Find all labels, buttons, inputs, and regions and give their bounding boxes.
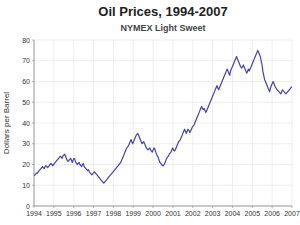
x-tick-label: 2001 xyxy=(165,210,181,217)
x-tick-label: 1998 xyxy=(106,210,122,217)
x-tick xyxy=(172,206,173,208)
y-grid-line xyxy=(34,40,292,41)
x-tick xyxy=(212,206,213,208)
y-grid-line xyxy=(34,143,292,144)
x-axis: 1994 1995 1996 1997 19981999 2000 2001 2002 2003… xyxy=(26,206,300,217)
x-tick-label: 2000 xyxy=(145,210,161,217)
y-tick xyxy=(32,102,34,103)
x-tick-label: 1996 xyxy=(66,210,82,217)
y-tick-label: 40 xyxy=(22,120,30,127)
plot-area xyxy=(34,50,292,183)
y-tick xyxy=(32,81,34,82)
y-grid-line xyxy=(34,206,292,207)
y-grid-line xyxy=(34,81,292,82)
y-tick-label: 50 xyxy=(22,99,30,106)
x-tick-label: 2005 xyxy=(245,210,261,217)
y-tick xyxy=(32,185,34,186)
x-tick xyxy=(252,206,253,208)
grid xyxy=(34,40,292,206)
y-tick xyxy=(32,143,34,144)
y-tick-label: 10 xyxy=(22,182,30,189)
x-tick xyxy=(272,206,273,208)
x-tick xyxy=(113,206,114,208)
title: Oil Prices, 1994-2007 xyxy=(98,4,227,19)
y-grid-line xyxy=(34,185,292,186)
y-tick xyxy=(32,123,34,124)
y-grid-line xyxy=(34,123,292,124)
y-tick xyxy=(32,40,34,41)
x-tick xyxy=(292,206,293,208)
chart: Oil Prices, 1994-2007 NYMEX Light Sweet 19… xyxy=(0,0,300,225)
x-tick xyxy=(133,206,134,208)
x-tick-label: 2003 xyxy=(205,210,221,217)
x-tick-label: 1997 xyxy=(86,210,102,217)
x-tick xyxy=(153,206,154,208)
y-tick-label: 80 xyxy=(22,37,30,44)
x-tick-label: 2007 xyxy=(284,210,300,217)
y-grid-line xyxy=(34,102,292,103)
x-tick-label: 2004 xyxy=(225,210,241,217)
y-tick-label: 20 xyxy=(22,161,30,168)
x-tick-label: 1994 xyxy=(26,210,42,217)
x-tick-label: 1999 xyxy=(125,210,141,217)
x-tick-label: 2006 xyxy=(264,210,280,217)
x-tick-label: 1995 xyxy=(46,210,62,217)
subtitle: NYMEX Light Sweet xyxy=(120,23,205,33)
x-tick-label: 2002 xyxy=(185,210,201,217)
x-tick xyxy=(93,206,94,208)
y-tick-label: 0 xyxy=(26,203,30,210)
x-axis-line xyxy=(34,206,292,207)
x-tick xyxy=(53,206,54,208)
y-tick xyxy=(32,164,34,165)
y-axis: 0 10 20 30 40 50 60 70 80 xyxy=(22,37,34,210)
y-tick-label: 30 xyxy=(22,140,30,147)
x-tick xyxy=(73,206,74,208)
y-axis-label: Dollars per Barrel xyxy=(2,92,11,154)
x-tick xyxy=(232,206,233,208)
y-grid-line xyxy=(34,164,292,165)
y-tick-label: 60 xyxy=(22,78,30,85)
y-tick xyxy=(32,60,34,61)
y-tick xyxy=(32,206,34,207)
y-tick-label: 70 xyxy=(22,57,30,64)
x-tick xyxy=(192,206,193,208)
price-line xyxy=(34,50,292,183)
